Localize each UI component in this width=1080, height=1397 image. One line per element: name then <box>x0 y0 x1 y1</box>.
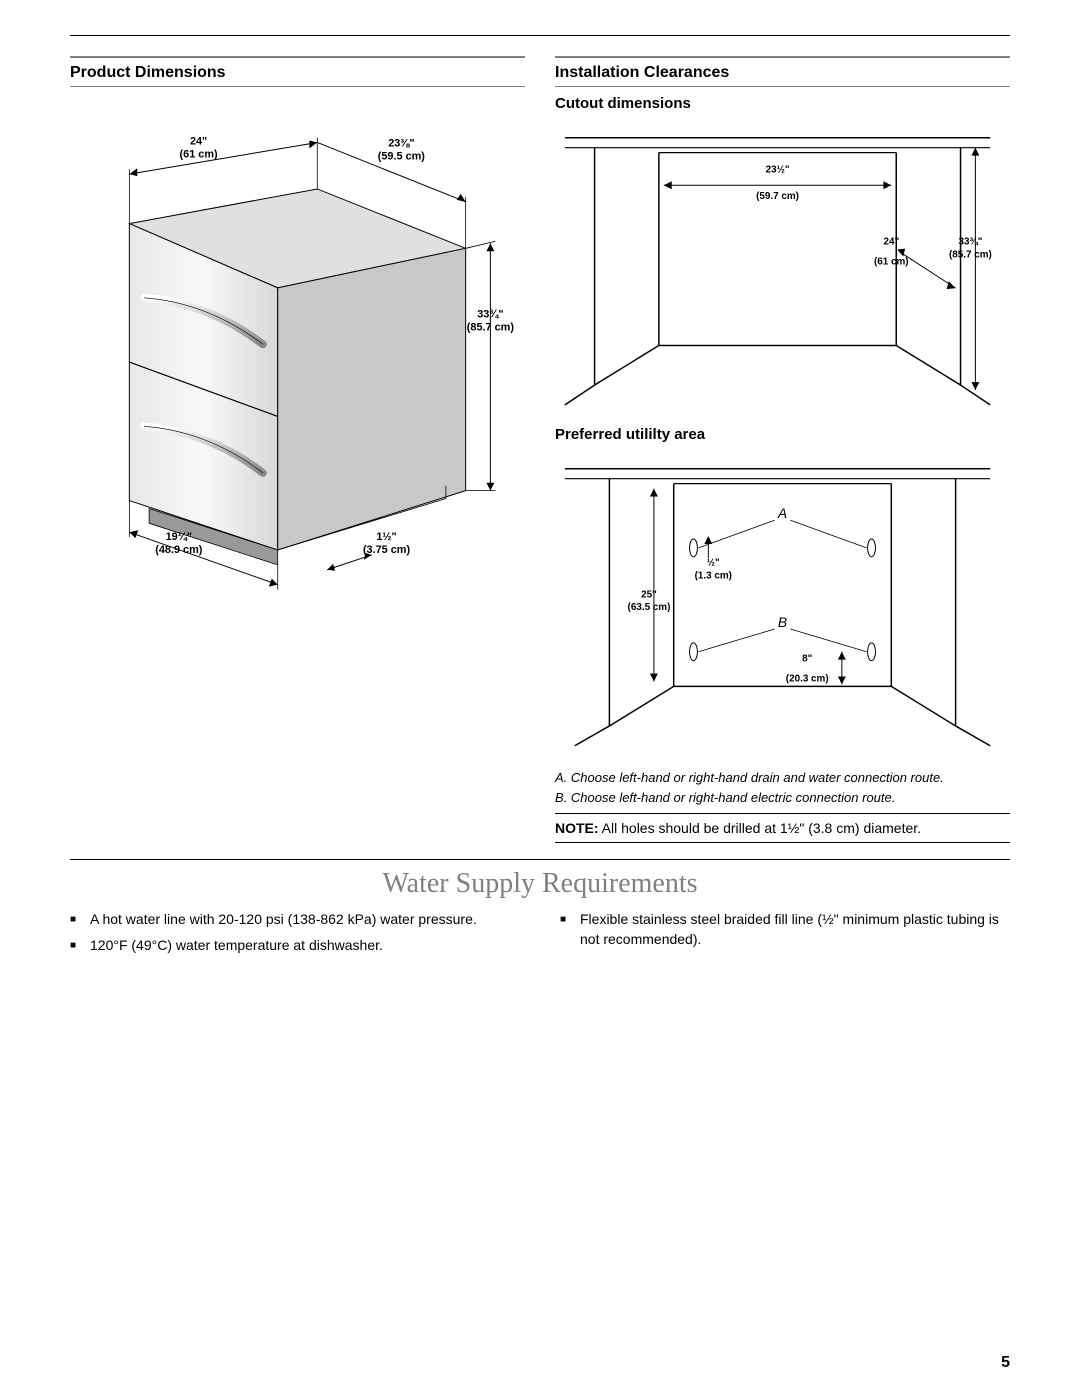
right-column: Installation Clearances Cutout dimension… <box>555 56 1010 843</box>
page-number: 5 <box>1001 1354 1010 1372</box>
left-column: Product Dimensions <box>70 56 525 843</box>
cutout-height-cm: (85.7 cm) <box>949 249 992 260</box>
water-supply-title: Water Supply Requirements <box>70 868 1010 900</box>
utility-area-heading: Preferred utililty area <box>555 426 1010 443</box>
utility-footnotes: A. Choose left-hand or right-hand drain … <box>555 768 1010 807</box>
note-text: All holes should be drilled at 1½" (3.8 … <box>599 820 921 836</box>
note-bold: NOTE: <box>555 820 599 836</box>
utility-letter-a: A <box>777 505 787 521</box>
utility-height-cm: (63.5 cm) <box>628 602 671 613</box>
utility-bottom-in: 8" <box>802 653 812 664</box>
section-divider <box>70 859 1010 860</box>
utility-bottom-cm: (20.3 cm) <box>786 673 829 684</box>
utility-diagram: A B 25" (63.5 cm) ½" (1.3 cm) <box>555 449 1010 756</box>
utility-gap-cm: (1.3 cm) <box>695 570 732 581</box>
dim-width-cm: (61 cm) <box>180 148 218 160</box>
dim-depth-cm: (59.5 cm) <box>378 150 426 162</box>
utility-height-in: 25" <box>641 589 657 600</box>
dim-width-in: 24" <box>190 135 207 147</box>
cutout-diagram: 23½" (59.7 cm) 24" (61 cm) 33¾" (85.7 cm… <box>555 118 1010 415</box>
water-left-col: A hot water line with 20-120 psi (138-86… <box>70 910 520 961</box>
cutout-width-in: 23½" <box>766 164 790 175</box>
cutout-height-in: 33¾" <box>958 237 982 248</box>
product-dimensions-heading: Product Dimensions <box>70 56 525 87</box>
cutout-depth-cm: (61 cm) <box>874 256 909 267</box>
cutout-width-cm: (59.7 cm) <box>756 191 799 202</box>
water-bullet: A hot water line with 20-120 psi (138-86… <box>70 910 520 930</box>
water-right-col: Flexible stainless steel braided fill li… <box>560 910 1010 961</box>
cutout-dimensions-heading: Cutout dimensions <box>555 95 1010 112</box>
utility-gap-in: ½" <box>707 557 720 568</box>
water-requirements-columns: A hot water line with 20-120 psi (138-86… <box>70 910 1010 961</box>
footnote-b: B. Choose left-hand or right-hand electr… <box>555 788 1010 808</box>
dim-height-in: 33¾" <box>477 309 503 321</box>
water-bullet: Flexible stainless steel braided fill li… <box>560 910 1010 949</box>
dim-toe-cm: (3.75 cm) <box>363 544 411 556</box>
dim-toe-in: 1½" <box>376 531 396 543</box>
dim-depth-in: 23⅜" <box>388 137 414 149</box>
utility-letter-b: B <box>778 614 787 630</box>
installation-clearances-heading: Installation Clearances <box>555 56 1010 87</box>
water-bullet: 120°F (49°C) water temperature at dishwa… <box>70 936 520 956</box>
dim-front-in: 19¼" <box>166 531 192 543</box>
dim-front-cm: (48.9 cm) <box>155 544 203 556</box>
cutout-depth-in: 24" <box>883 237 899 248</box>
product-dimensions-diagram: 24" (61 cm) 23⅜" (59.5 cm) 33¾" (85.7 cm… <box>70 95 525 609</box>
dim-height-cm: (85.7 cm) <box>467 321 515 333</box>
drill-note: NOTE: All holes should be drilled at 1½"… <box>555 813 1010 843</box>
top-rule <box>70 35 1010 36</box>
main-columns: Product Dimensions <box>70 56 1010 843</box>
footnote-a: A. Choose left-hand or right-hand drain … <box>555 768 1010 788</box>
